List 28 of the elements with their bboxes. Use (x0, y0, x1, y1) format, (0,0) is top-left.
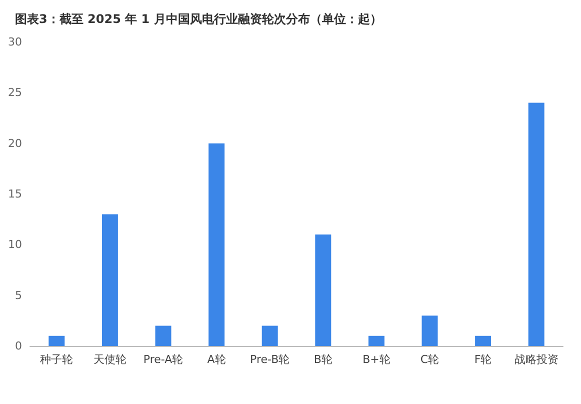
x-tick-label: B轮 (314, 353, 332, 366)
bar (368, 336, 384, 346)
x-tick-label: Pre-B轮 (250, 353, 290, 366)
x-tick-label: 天使轮 (93, 353, 126, 366)
bar (48, 336, 65, 346)
bar (315, 234, 332, 346)
x-tick-label: B+轮 (362, 353, 390, 366)
bar (208, 143, 225, 346)
y-tick-label: 25 (8, 86, 22, 100)
x-tick-label: C轮 (420, 353, 440, 366)
y-tick-label: 20 (8, 136, 22, 150)
bar (422, 316, 438, 346)
bar (102, 214, 118, 346)
y-tick-label: 5 (15, 288, 22, 302)
chart-title: 图表3：截至 2025 年 1 月中国风电行业融资轮次分布（单位：起） (15, 12, 382, 26)
bar (475, 336, 492, 346)
bar (262, 326, 278, 346)
x-tick-label: 种子轮 (40, 353, 74, 366)
y-tick-label: 0 (15, 340, 22, 352)
x-tick-label: Pre-A轮 (143, 353, 184, 366)
x-tick-label: 战略投资 (514, 353, 558, 366)
x-tick-label: F轮 (474, 353, 492, 366)
bar (528, 102, 544, 346)
y-tick-label: 10 (8, 238, 22, 252)
x-tick-label: A轮 (207, 353, 226, 366)
bar (155, 326, 172, 346)
y-tick-label: 15 (8, 188, 22, 200)
y-tick-label: 30 (8, 36, 22, 48)
